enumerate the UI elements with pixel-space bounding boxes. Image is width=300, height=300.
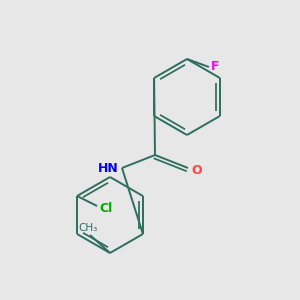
Text: CH₃: CH₃: [78, 223, 98, 233]
Text: O: O: [191, 164, 202, 176]
Text: Cl: Cl: [99, 202, 112, 214]
Text: HN: HN: [98, 161, 119, 175]
Text: F: F: [211, 61, 220, 74]
